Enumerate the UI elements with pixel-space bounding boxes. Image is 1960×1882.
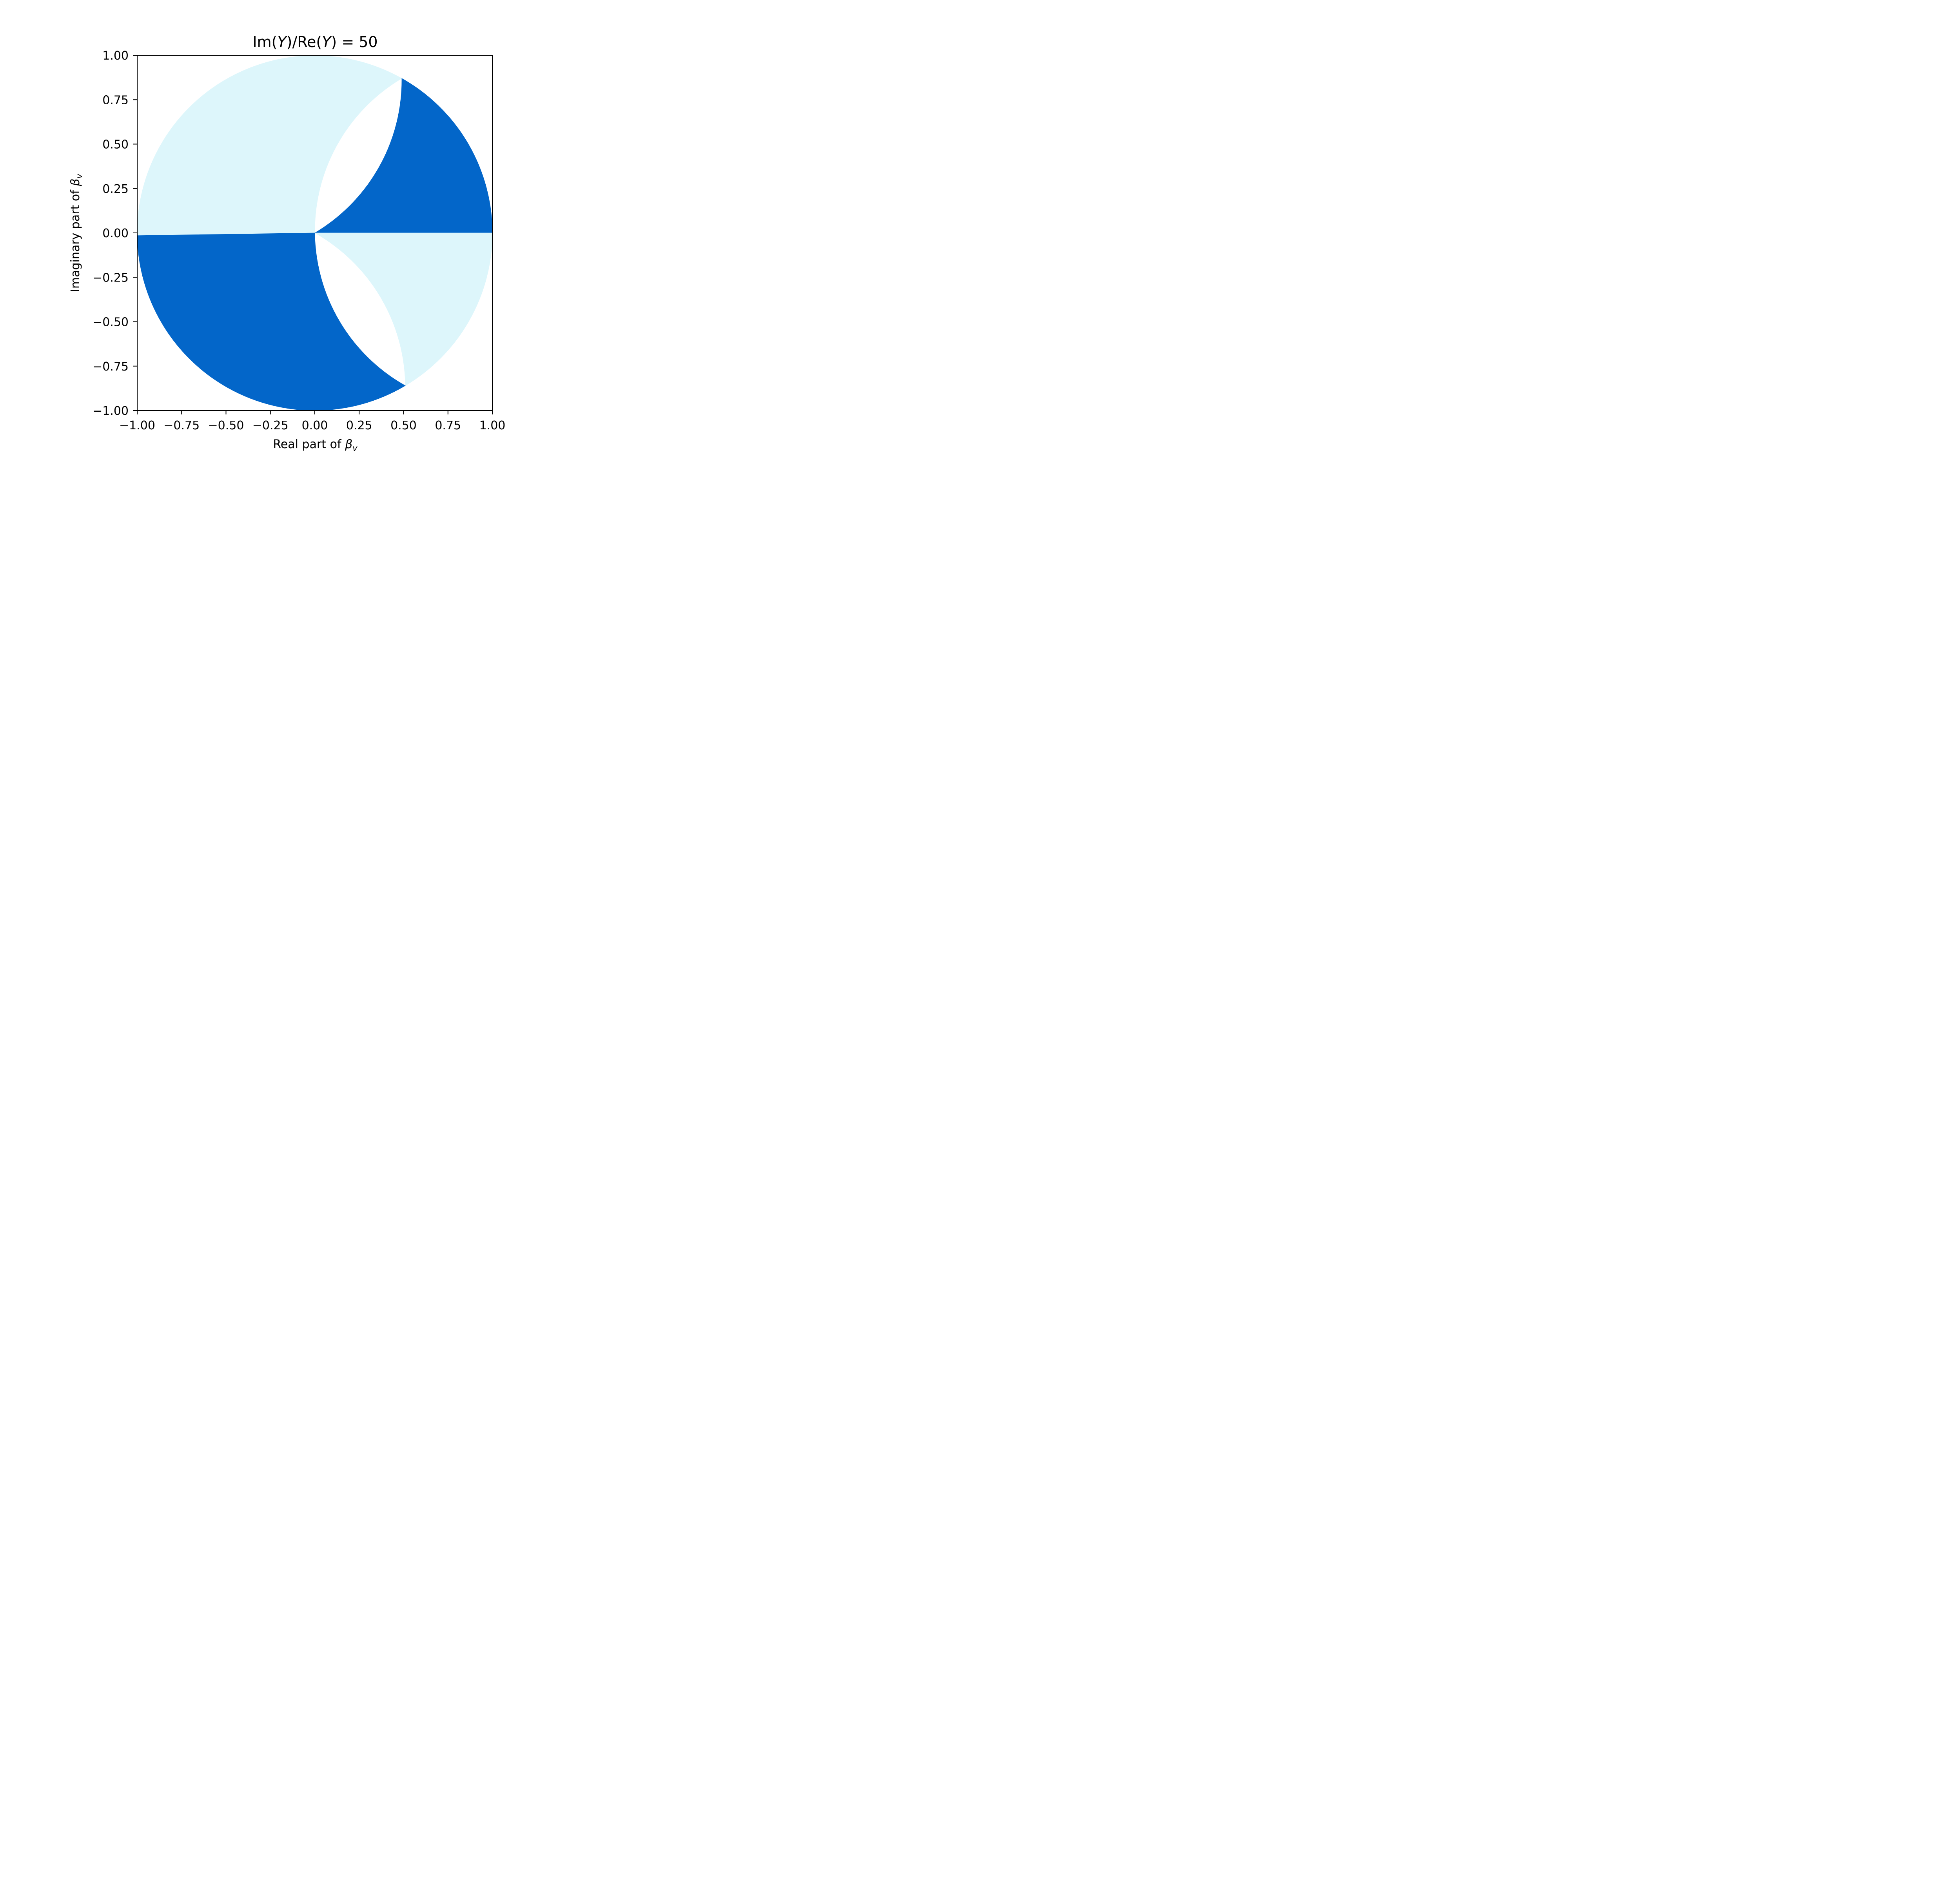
x-tick-label: 0.50 [390,419,417,432]
y-tick-label: 0.75 [102,93,129,107]
x-tick-label: −0.75 [163,419,200,432]
y-tick-label: 1.00 [102,49,129,63]
y-tick-label: 0.50 [102,138,129,152]
y-axis-label: Imaginary part of βv [69,173,84,292]
y-tick-label: 0.25 [102,182,129,196]
y-axis-label-subscript: v [74,173,84,178]
regions-layer [137,55,492,411]
title-middle: )/Re( [287,33,322,51]
x-tick-label: 1.00 [479,419,506,432]
y-tick-label: −0.75 [93,360,129,374]
x-tick-label: 0.75 [435,419,461,432]
chart-title: Im(Y)/Re(Y) = 50 [252,33,377,51]
x-tick-label: 0.00 [302,419,328,432]
x-axis-label-text: Real part of [273,438,345,451]
title-var-1: Y [277,33,287,51]
x-axis-label-symbol: β [345,438,352,451]
title-suffix: ) = 50 [331,33,377,51]
y-tick-label: −0.50 [93,316,129,329]
x-axis-ticks: −1.00 −0.75 −0.50 −0.25 0.00 0.25 0.50 0.75 1.00 [119,411,505,432]
y-tick-label: −0.25 [93,271,129,285]
x-axis-label-subscript: v [352,443,358,453]
x-axis-label: Real part of βv [273,438,358,453]
y-tick-label: −1.00 [93,404,129,418]
y-axis-label-text: Imaginary part of [69,186,82,292]
y-axis-ticks: −1.00 −0.75 −0.50 −0.25 0.00 0.25 0.50 0.75 1.00 [93,49,137,418]
chart-figure: Im(Y)/Re(Y) = 50 −1.00 −0.75 −0.50 −0.25 0.0… [69,33,505,453]
title-prefix: Im( [252,33,277,51]
region-upper-right-dark [314,78,492,233]
x-tick-label: −1.00 [119,419,155,432]
x-tick-label: −0.25 [252,419,289,432]
y-axis-label-symbol: β [69,178,82,186]
x-tick-label: −0.50 [208,419,244,432]
y-tick-label: 0.00 [102,227,129,240]
title-var-2: Y [322,33,332,51]
x-tick-label: 0.25 [346,419,372,432]
plot-area [137,55,493,411]
